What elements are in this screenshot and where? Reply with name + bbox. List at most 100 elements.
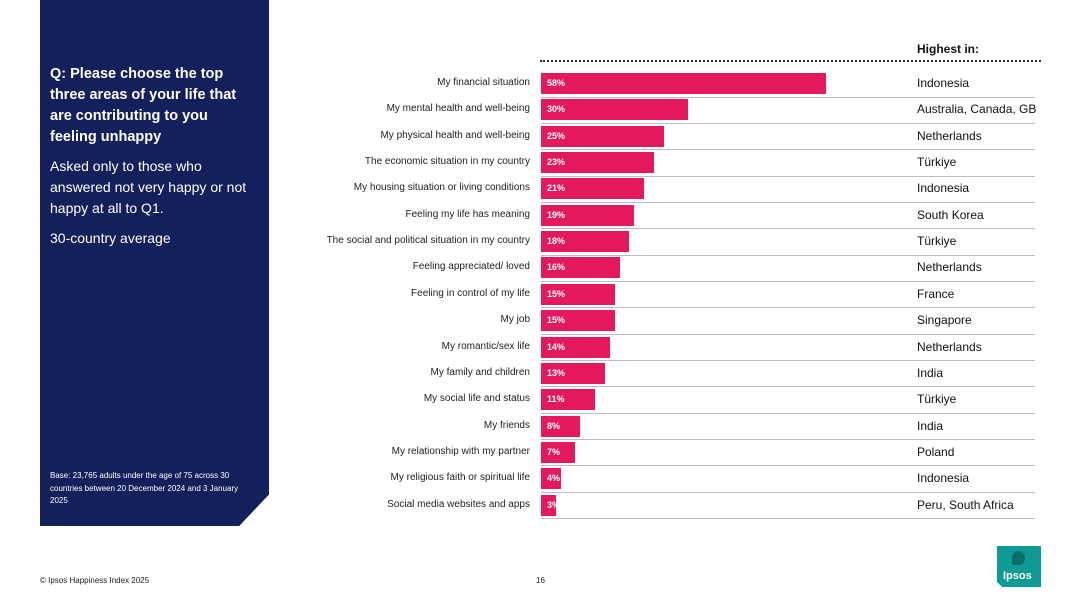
bar-value-label: 15%: [547, 315, 566, 326]
bar: [541, 231, 630, 253]
chart-row: My friends 8% India: [0, 414, 1080, 441]
highest-in-country: Indonesia: [917, 471, 970, 486]
base-note: Base: 23,765 adults under the age of 75 …: [50, 471, 239, 505]
ipsos-logo: Ipsos: [997, 546, 1041, 587]
chart-row: My financial situation 58% Indonesia: [0, 71, 1080, 98]
chart-row: Feeling my life has meaning 19% South Kore…: [0, 203, 1080, 230]
bar-value-label: 21%: [547, 183, 566, 194]
chart-row: My housing situation or living condition…: [0, 176, 1080, 203]
category-label: The social and political situation in my…: [326, 235, 530, 247]
highest-in-country: Australia, Canada, GB: [917, 102, 1037, 117]
highest-in-country: India: [917, 418, 944, 433]
logo-text: Ipsos: [1003, 570, 1032, 582]
row-divider: [541, 439, 1035, 441]
row-divider: [541, 122, 1035, 124]
row-divider: [541, 307, 1035, 309]
bar: [541, 125, 664, 147]
category-label: My housing situation or living condition…: [353, 182, 530, 194]
bar: [541, 152, 655, 174]
highest-in-country: India: [917, 365, 944, 380]
highest-in-country: Indonesia: [917, 76, 970, 90]
chart-row: The economic situation in my country 23% T…: [0, 150, 1080, 177]
highest-in-country: Türkiye: [917, 234, 957, 249]
highest-in-country: Türkiye: [917, 392, 957, 407]
chart-row: Social media websites and apps 3% Peru, So…: [0, 493, 1080, 520]
bar-value-label: 16%: [547, 262, 566, 273]
row-divider: [541, 412, 1035, 414]
page-number: 16: [536, 576, 545, 585]
row-divider: [541, 201, 1035, 203]
highest-in-country: Netherlands: [917, 128, 982, 143]
chart-row: My mental health and well-being 30% Austra…: [0, 97, 1080, 124]
bar-value-label: 23%: [547, 157, 566, 168]
bar-value-label: 7%: [547, 446, 561, 457]
chart-row: My family and children 13% India: [0, 361, 1080, 388]
row-divider: [541, 491, 1035, 493]
row-divider: [541, 518, 1035, 520]
category-label: Feeling appreciated/ loved: [412, 261, 530, 273]
highest-in-country: Singapore: [917, 313, 972, 328]
row-divider: [541, 360, 1035, 361]
header-dotted-rule: [540, 60, 1041, 62]
row-divider: [541, 228, 1035, 230]
chart-row: My physical health and well-being 25% Neth…: [0, 124, 1080, 151]
row-divider: [541, 175, 1035, 177]
bar: [541, 257, 620, 279]
bar: [541, 204, 635, 226]
side-panel: Q: Please choose the top three areas of …: [40, 0, 269, 526]
bar-value-label: 15%: [547, 288, 566, 299]
category-label: My mental health and well-being: [386, 103, 530, 115]
category-label: Social media websites and apps: [387, 498, 530, 510]
highest-in-country: Peru, South Africa: [917, 497, 1014, 512]
bar: [541, 178, 645, 200]
footer-copyright: © Ipsos Happiness Index 2025: [40, 576, 150, 585]
chart-row: The social and political situation in my…: [0, 229, 1080, 256]
category-label: My friends: [483, 419, 530, 431]
chart-row: My religious faith or spiritual life 4% In…: [0, 466, 1080, 493]
average-label: 30-country average: [50, 230, 171, 246]
row-divider: [541, 96, 1035, 98]
logo-mark-icon: [1012, 551, 1025, 565]
category-label: My romantic/sex life: [441, 340, 530, 352]
bar-value-label: 18%: [547, 236, 566, 247]
question-subtext: Asked only to those who answered not ver…: [50, 158, 247, 216]
bar: [541, 468, 561, 490]
category-label: My family and children: [430, 366, 530, 378]
chart-row: My social life and status 11% Türkiye: [0, 387, 1080, 414]
chart-row: My job 15% Singapore: [0, 308, 1080, 335]
highest-in-country: France: [917, 286, 955, 301]
row-divider: [541, 254, 1035, 256]
chart-row: Feeling in control of my life 15% France: [0, 282, 1080, 309]
bar: [541, 310, 615, 332]
highest-in-country: Poland: [917, 444, 955, 459]
chart-row: My relationship with my partner 7% Poland: [0, 440, 1080, 467]
highest-in-country: Netherlands: [917, 339, 982, 354]
row-divider: [541, 149, 1035, 151]
category-label: The economic situation in my country: [364, 156, 530, 168]
category-label: My religious faith or spiritual life: [390, 472, 531, 484]
row-divider: [541, 386, 1035, 388]
bar: [541, 336, 610, 358]
bar-value-label: 3%: [547, 499, 561, 510]
bar: [541, 99, 689, 121]
bar-value-label: 19%: [547, 209, 566, 220]
bar: [541, 415, 581, 437]
chart-row: Feeling appreciated/ loved 16% Netherlands: [0, 255, 1080, 282]
highest-in-title: Highest in:: [917, 42, 979, 56]
highest-in-country: Türkiye: [917, 155, 957, 170]
bar-value-label: 30%: [547, 104, 566, 115]
bar-value-label: 13%: [547, 367, 566, 378]
category-label: My financial situation: [437, 77, 530, 88]
row-divider: [541, 333, 1035, 335]
bar-value-label: 58%: [547, 78, 566, 88]
bar: [541, 362, 605, 384]
bar-value-label: 11%: [547, 394, 565, 405]
bar-value-label: 8%: [547, 420, 561, 431]
row-divider: [541, 465, 1035, 467]
bar-value-label: 4%: [547, 473, 561, 484]
bar-value-label: 25%: [547, 130, 566, 141]
bar: [541, 389, 596, 411]
highest-in-country: South Korea: [917, 207, 984, 222]
bar: [541, 441, 576, 463]
highest-in-country: Netherlands: [917, 260, 982, 275]
